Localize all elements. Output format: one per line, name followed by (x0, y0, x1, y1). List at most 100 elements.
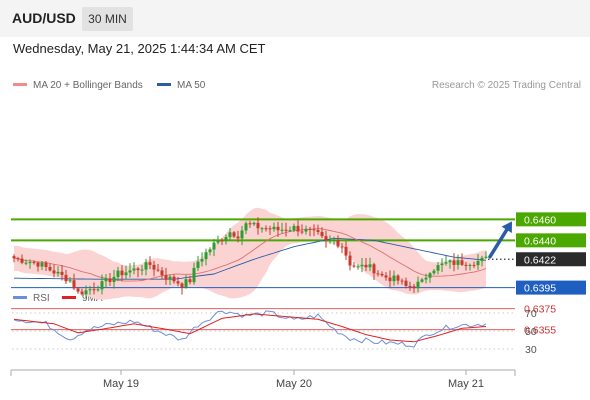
candle-body (280, 229, 284, 231)
level-tag-0.6395: 0.6395 (524, 283, 556, 295)
candle-body (404, 280, 408, 286)
candle-body (200, 259, 204, 262)
candle-body (176, 281, 180, 284)
candle-body (36, 262, 40, 267)
candle-body (268, 228, 272, 230)
candle-body (272, 226, 276, 230)
candle-body (188, 279, 192, 283)
candle-body (392, 275, 396, 282)
ma50-line (14, 237, 487, 280)
candle-body (156, 269, 160, 271)
candle-body (64, 274, 68, 282)
legend-label-rsi: RSI (33, 293, 50, 304)
projection-arrow-head (501, 221, 512, 234)
candle-body (408, 285, 412, 287)
candle-body (48, 266, 52, 271)
candle-body (308, 228, 312, 230)
candle-body (320, 231, 324, 237)
candle-body (388, 277, 392, 282)
level-tag-0.6355: 0.6355 (524, 325, 556, 337)
candle-body (364, 264, 368, 268)
candle-body (184, 279, 188, 288)
time-tick-label-2: May 21 (448, 378, 484, 390)
projection-arrow-shaft (488, 228, 509, 259)
candle-body (480, 257, 484, 262)
candle-body (424, 277, 428, 280)
candle-body (380, 273, 384, 276)
candle-body (192, 267, 196, 283)
candle-body (24, 262, 28, 264)
level-tag-0.6375: 0.6375 (524, 304, 556, 316)
candle-body (140, 269, 144, 271)
candle-body (484, 256, 488, 258)
candle-body (32, 262, 36, 264)
candle-body (124, 272, 128, 276)
candle-body (460, 260, 464, 265)
candles-group (12, 217, 488, 299)
candle-body (196, 261, 200, 268)
candle-body (216, 240, 220, 243)
candle-body (324, 236, 328, 241)
candle-body (304, 228, 308, 232)
candle-body (104, 278, 108, 282)
current-price-tag-bg (516, 252, 586, 267)
bollinger-band-fill (14, 207, 486, 300)
level-tag-bg-0.6395 (516, 280, 586, 295)
legend-label-ma50: MA 50 (177, 80, 206, 91)
rsi-line (13, 310, 487, 348)
candle-body (100, 281, 104, 290)
candle-body (372, 264, 376, 274)
candle-body (376, 273, 380, 275)
symbol-title: AUD/USD (12, 10, 76, 26)
candle-body (464, 264, 468, 266)
candle-body (468, 264, 472, 266)
level-tag-0.6440: 0.6440 (524, 235, 556, 247)
candle-body (412, 286, 416, 289)
time-tick-label-0: May 19 (103, 378, 139, 390)
candle-body (436, 265, 440, 271)
candle-body (400, 280, 404, 282)
rsi-9ma-line (13, 313, 487, 343)
candle-body (208, 249, 212, 253)
candle-body (336, 239, 340, 247)
level-tag-0.6460: 0.6460 (524, 214, 556, 226)
candle-body (164, 275, 168, 280)
candle-body (128, 270, 132, 273)
candle-body (420, 279, 424, 282)
candle-body (116, 270, 120, 277)
research-credit: Research © 2025 Trading Central (431, 80, 581, 91)
candle-body (160, 270, 164, 276)
interval-button[interactable]: 30 MIN (82, 7, 133, 31)
candle-body (428, 273, 432, 278)
candle-body (120, 270, 124, 276)
candle-body (396, 275, 400, 281)
candle-body (220, 240, 224, 242)
legend-label-ma20: MA 20 + Bollinger Bands (33, 80, 143, 91)
candle-body (172, 276, 176, 282)
candle-body (16, 258, 20, 260)
candle-body (384, 275, 388, 278)
candle-body (96, 289, 100, 291)
candle-body (252, 222, 256, 225)
candle-body (132, 268, 136, 271)
candle-body (28, 262, 32, 264)
candle-body (352, 265, 356, 267)
candle-body (356, 266, 360, 268)
candle-body (248, 223, 252, 225)
candle-body (72, 280, 76, 289)
candle-body (348, 255, 352, 266)
candle-body (180, 283, 184, 288)
candle-body (368, 264, 372, 268)
candle-body (148, 262, 152, 265)
candle-body (260, 228, 264, 230)
current-price-tag: 0.6422 (524, 254, 556, 266)
legend-swatch-ma20 (13, 82, 27, 86)
chart-timestamp: Wednesday, May 21, 2025 1:44:34 AM CET (13, 41, 266, 56)
candle-body (292, 225, 296, 231)
candle-body (204, 252, 208, 260)
candle-body (288, 230, 292, 232)
candle-body (40, 262, 44, 267)
legend-ma20-bb: MA 20 + Bollinger Bands (13, 80, 143, 91)
candle-body (444, 262, 448, 264)
candle-body (112, 276, 116, 282)
